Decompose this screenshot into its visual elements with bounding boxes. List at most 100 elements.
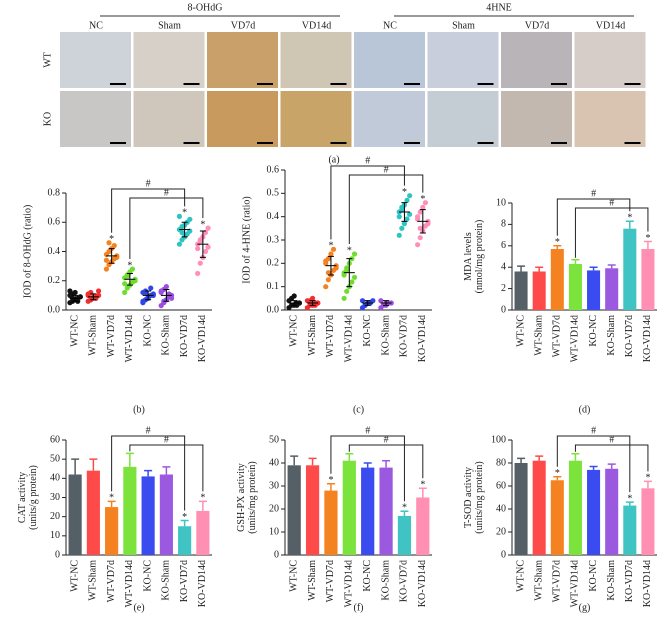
bar — [568, 263, 582, 310]
bracket-label: # — [146, 425, 151, 436]
chart-panel: 0 2 4 6 8 10 MDA levels (nmol/mg protein) WT-NC W… — [463, 188, 657, 415]
row-label: WT — [42, 52, 53, 68]
y-tick-label: 0 — [501, 549, 506, 560]
y-tick-label: 0.0 — [267, 304, 280, 315]
y-tick-label: 0.4 — [48, 246, 61, 257]
x-tick-label: KO-Sham — [606, 560, 617, 601]
x-tick-label: WT-VD7d — [106, 560, 117, 602]
x-tick-label: KO-NC — [588, 560, 599, 592]
x-tick-label: WT-NC — [515, 560, 526, 592]
significance-marker: * — [182, 208, 187, 219]
micrograph — [501, 32, 572, 88]
error-bar — [291, 300, 298, 306]
data-point — [291, 293, 297, 299]
bar — [287, 465, 301, 555]
y-tick-label: 20 — [269, 503, 279, 514]
micrograph — [427, 91, 499, 147]
bar — [379, 467, 393, 555]
bar — [123, 466, 137, 555]
bar — [532, 460, 546, 555]
significance-marker: * — [420, 194, 425, 205]
bar — [342, 460, 356, 555]
column-header: NC — [89, 20, 103, 31]
comparison-bracket — [348, 444, 424, 479]
data-point — [341, 295, 347, 301]
micrograph — [280, 91, 352, 147]
bar — [141, 476, 155, 555]
bar — [397, 515, 412, 555]
error-bar — [643, 480, 652, 489]
data-point — [344, 288, 350, 294]
x-tick-label: KO-VD14d — [417, 315, 428, 362]
data-point — [425, 221, 431, 227]
bar — [623, 505, 637, 555]
data-point — [72, 289, 78, 296]
data-point — [158, 288, 164, 294]
comparison-bracket — [129, 197, 204, 260]
x-tick-label: KO-VD14d — [417, 560, 428, 607]
chart-panel: 0 20 40 60 80 100 T-SOD activity (units/mg prot… — [463, 425, 657, 613]
comparison-bracket — [330, 165, 405, 240]
data-point — [401, 221, 408, 227]
error-bar — [643, 240, 652, 250]
data-point — [95, 288, 102, 294]
data-point — [187, 216, 193, 222]
data-point — [417, 209, 423, 215]
x-tick-label: KO-VD14d — [197, 315, 208, 362]
y-tick-label: 10 — [50, 530, 60, 541]
data-point — [396, 232, 402, 238]
data-point — [415, 242, 421, 248]
error-bar — [589, 266, 598, 271]
comparison-bracket — [574, 444, 649, 472]
error-bar — [107, 500, 116, 508]
comparison-bracket — [111, 188, 186, 233]
x-tick-label: KO-VD14d — [642, 315, 653, 362]
error-bar — [125, 452, 134, 467]
x-tick-label: WT-NC — [288, 315, 299, 347]
error-bar — [517, 457, 526, 463]
data-point — [404, 216, 410, 222]
x-tick-label: WT-VD7d — [106, 315, 117, 357]
y-tick-label: 50 — [269, 434, 279, 445]
bar — [623, 228, 637, 310]
y-tick-label: 2 — [501, 283, 506, 294]
bar — [324, 490, 338, 555]
y-tick-label: 0.0 — [48, 304, 61, 315]
y-tick-label: 30 — [269, 480, 279, 491]
micrograph — [133, 32, 205, 88]
x-tick-label: WT-VD14d — [570, 560, 581, 607]
data-point — [197, 260, 203, 266]
bar — [587, 270, 601, 310]
error-bar — [180, 519, 189, 527]
data-point — [323, 284, 329, 290]
error-bar — [363, 462, 372, 468]
bracket-label: # — [384, 434, 389, 445]
error-bar — [327, 255, 334, 276]
comparison-bracket — [330, 435, 405, 502]
x-tick-label: WT-Sham — [533, 560, 544, 601]
row-label: KO — [42, 112, 53, 126]
data-point — [404, 197, 410, 203]
data-point — [140, 298, 146, 304]
chart-panel: 0.0 0.2 0.4 0.6 0.8 IOD of 8-OHdG (ratio) WT-N… — [22, 178, 212, 415]
column-header: Sham — [452, 20, 475, 31]
column-header: VD7d — [231, 20, 255, 31]
x-tick-label: KO-NC — [588, 315, 599, 347]
data-point — [103, 257, 110, 263]
data-point — [202, 248, 209, 255]
error-bar — [90, 293, 97, 301]
data-point — [103, 266, 110, 272]
caption: (a) — [328, 154, 339, 165]
x-tick-label: KO-VD7d — [179, 560, 190, 602]
bar — [159, 474, 173, 555]
significance-marker: * — [127, 260, 132, 271]
y-tick-label: 20 — [50, 511, 60, 522]
bracket-label: # — [365, 155, 370, 166]
x-tick-label: KO-NC — [142, 560, 153, 592]
data-point — [129, 266, 136, 272]
data-point — [309, 295, 316, 301]
y-tick-label: 100 — [491, 434, 506, 445]
error-bar — [571, 453, 580, 461]
x-tick-label: KO-NC — [362, 560, 373, 592]
